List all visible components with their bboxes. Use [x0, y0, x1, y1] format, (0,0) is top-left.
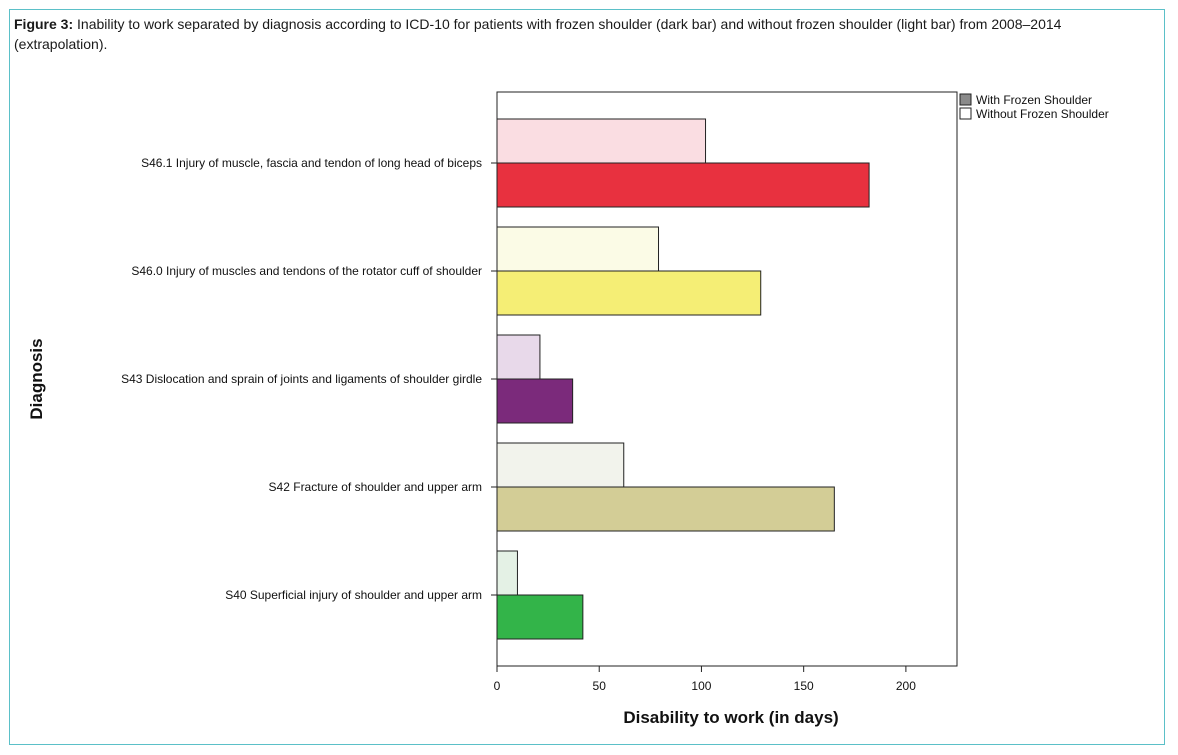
y-axis-title: Diagnosis	[27, 338, 46, 419]
bar-without-4	[496, 550, 518, 596]
bar-with-3	[496, 486, 835, 532]
category-label-2: S43 Dislocation and sprain of joints and…	[121, 372, 482, 386]
x-tick-label-2: 100	[691, 679, 711, 693]
x-tick-label-4: 200	[896, 679, 916, 693]
category-label-0: S46.1 Injury of muscle, fascia and tendo…	[141, 156, 482, 170]
x-axis-title: Disability to work (in days)	[623, 708, 838, 727]
bar-without-0	[496, 118, 707, 164]
caption-label: Figure 3:	[14, 16, 74, 32]
bar-without-1	[496, 226, 660, 272]
category-ticks: S46.1 Injury of muscle, fascia and tendo…	[121, 156, 497, 602]
category-label-1: S46.0 Injury of muscles and tendons of t…	[131, 264, 482, 278]
category-label-4: S40 Superficial injury of shoulder and u…	[225, 588, 482, 602]
figure-caption: Figure 3: Inability to work separated by…	[14, 14, 1154, 54]
bar-with-4	[496, 594, 584, 640]
legend-label-1: Without Frozen Shoulder	[976, 107, 1109, 121]
bars-group	[496, 118, 870, 640]
bar-with-1	[496, 270, 762, 316]
bar-without-2	[496, 334, 541, 380]
bar-with-2	[496, 378, 574, 424]
x-tick-label-0: 0	[494, 679, 501, 693]
bar-with-0	[496, 162, 870, 208]
legend-label-0: With Frozen Shoulder	[976, 93, 1092, 107]
category-label-3: S42 Fracture of shoulder and upper arm	[269, 480, 482, 494]
x-tick-label-1: 50	[593, 679, 607, 693]
caption-text: Inability to work separated by diagnosis…	[14, 16, 1062, 52]
x-tick-label-3: 150	[794, 679, 814, 693]
bar-without-3	[496, 442, 625, 488]
legend-swatch-0	[959, 93, 972, 106]
x-axis-ticks: 0 50 100 150 200	[494, 666, 916, 693]
legend-swatch-1	[959, 107, 972, 120]
